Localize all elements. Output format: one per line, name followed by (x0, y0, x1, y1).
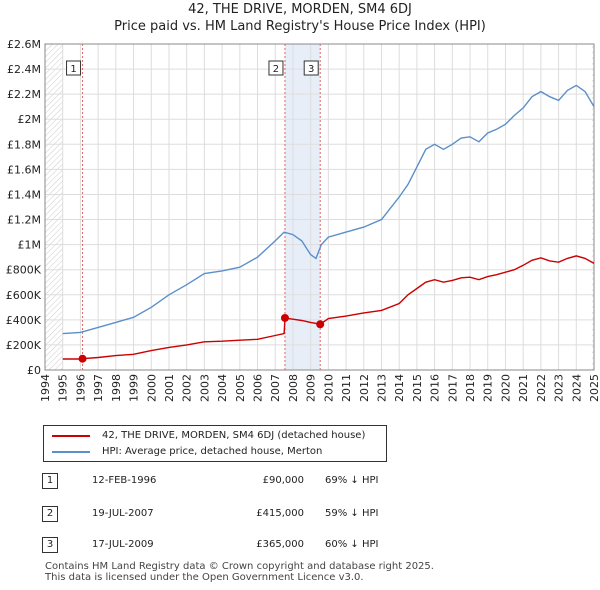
x-tick-label: 2010 (322, 374, 335, 402)
plot-frame (44, 43, 595, 371)
x-tick-label: 1997 (92, 374, 105, 402)
sale-marker-number: 1 (70, 64, 76, 75)
x-tick-label: 2013 (375, 374, 388, 402)
sale-date: 19-JUL-2007 (92, 508, 154, 519)
y-tick-label: £1.8M (7, 138, 41, 151)
property-price-line (62, 255, 595, 360)
legend-property-swatch (52, 434, 90, 437)
sale-marker-badge: 2 (268, 60, 284, 76)
y-tick-label: £0 (27, 364, 41, 377)
sale-marker-badge: 3 (303, 60, 319, 76)
legend-item-hpi: HPI: Average price, detached house, Mert… (52, 446, 322, 457)
x-tick-label: 2020 (499, 374, 512, 402)
sale-marker-number: 2 (273, 64, 279, 75)
sale-marker-box (268, 60, 284, 76)
legend: 42, THE DRIVE, MORDEN, SM4 6DJ (detached… (43, 425, 387, 462)
x-tick-label: 2021 (517, 374, 530, 402)
x-tick-label: 2019 (482, 374, 495, 402)
sale-marker-box (66, 60, 82, 76)
sale-marker-box (303, 60, 319, 76)
x-tick-label: 2018 (464, 374, 477, 402)
y-tick-label: £800K (6, 264, 42, 277)
y-tick-label: £1.4M (7, 188, 41, 201)
sale-number-badge: 2 (42, 506, 58, 522)
x-tick-label: 2003 (198, 374, 211, 402)
y-tick-label: £400K (6, 314, 42, 327)
chart-title-line2: Price paid vs. HM Land Registry's House … (114, 19, 486, 34)
x-tick-label: 2016 (429, 374, 442, 402)
x-tick-label: 2012 (358, 374, 371, 402)
hatched-region-end (592, 44, 594, 370)
y-tick-label: £2.4M (7, 63, 41, 76)
x-tick-label: 2001 (163, 374, 176, 402)
sale-hpi-diff: 60% ↓ HPI (325, 539, 379, 550)
sale-date: 17-JUL-2009 (92, 539, 154, 550)
sale-point (316, 320, 325, 329)
x-tick-label: 2023 (553, 374, 566, 402)
footer-licence: This data is licensed under the Open Gov… (45, 572, 364, 583)
x-tick-label: 2011 (340, 374, 353, 402)
x-tick-label: 1998 (110, 374, 123, 402)
legend-property-label: 42, THE DRIVE, MORDEN, SM4 6DJ (detached… (102, 430, 366, 441)
sale-date: 12-FEB-1996 (92, 475, 157, 486)
x-tick-label: 2005 (234, 374, 247, 402)
sale-marker-badge: 1 (66, 60, 82, 76)
y-tick-label: £2.6M (7, 38, 41, 51)
legend-hpi-label: HPI: Average price, detached house, Mert… (102, 446, 323, 457)
x-tick-label: 2000 (145, 374, 158, 402)
x-tick-label: 2014 (393, 374, 406, 402)
y-tick-label: £2.2M (7, 88, 41, 101)
hpi-line (62, 84, 595, 335)
y-tick-label: £1M (18, 239, 42, 252)
x-tick-label: 1994 (39, 374, 52, 402)
hatched-region-start (45, 44, 63, 370)
x-tick-label: 1995 (57, 374, 70, 402)
x-tick-label: 2004 (216, 374, 229, 402)
legend-item-property: 42, THE DRIVE, MORDEN, SM4 6DJ (detached… (52, 430, 365, 441)
sale-price: £90,000 (262, 475, 304, 486)
legend-hpi-swatch (52, 450, 90, 453)
sale-hpi-diff: 59% ↓ HPI (325, 508, 379, 519)
x-tick-label: 1996 (74, 374, 87, 402)
x-tick-label: 2009 (305, 374, 318, 402)
x-tick-label: 2015 (411, 374, 424, 402)
sale-point (280, 313, 289, 322)
x-tick-label: 2002 (181, 374, 194, 402)
x-tick-label: 1999 (128, 374, 141, 402)
shaded-range (284, 44, 321, 370)
x-tick-label: 2008 (287, 374, 300, 402)
x-tick-label: 2025 (588, 374, 600, 402)
sale-number-badge: 3 (42, 537, 58, 553)
price-chart: £0 £200K £400K £600K £800K £1M £1.2M £1.4M £1.6M… (6, 38, 600, 402)
y-tick-label: £1.6M (7, 163, 41, 176)
sale-point (78, 354, 87, 363)
x-tick-label: 2022 (535, 374, 548, 402)
footer-copyright: Contains HM Land Registry data © Crown c… (45, 561, 434, 572)
x-tick-label: 2006 (252, 374, 265, 402)
chart-title-line1: 42, THE DRIVE, MORDEN, SM4 6DJ (188, 2, 412, 17)
x-tick-label: 2024 (570, 374, 583, 402)
x-tick-label: 2007 (269, 374, 282, 402)
sale-marker-number: 3 (308, 64, 314, 75)
x-tick-label: 2017 (446, 374, 459, 402)
sale-price: £415,000 (256, 508, 304, 519)
sale-price: £365,000 (256, 539, 304, 550)
y-tick-label: £2M (18, 113, 42, 126)
y-tick-label: £600K (6, 289, 42, 302)
sale-number-badge: 1 (42, 473, 58, 489)
y-tick-label: £1.2M (7, 214, 41, 227)
sale-hpi-diff: 69% ↓ HPI (325, 475, 379, 486)
y-tick-label: £200K (6, 339, 42, 352)
